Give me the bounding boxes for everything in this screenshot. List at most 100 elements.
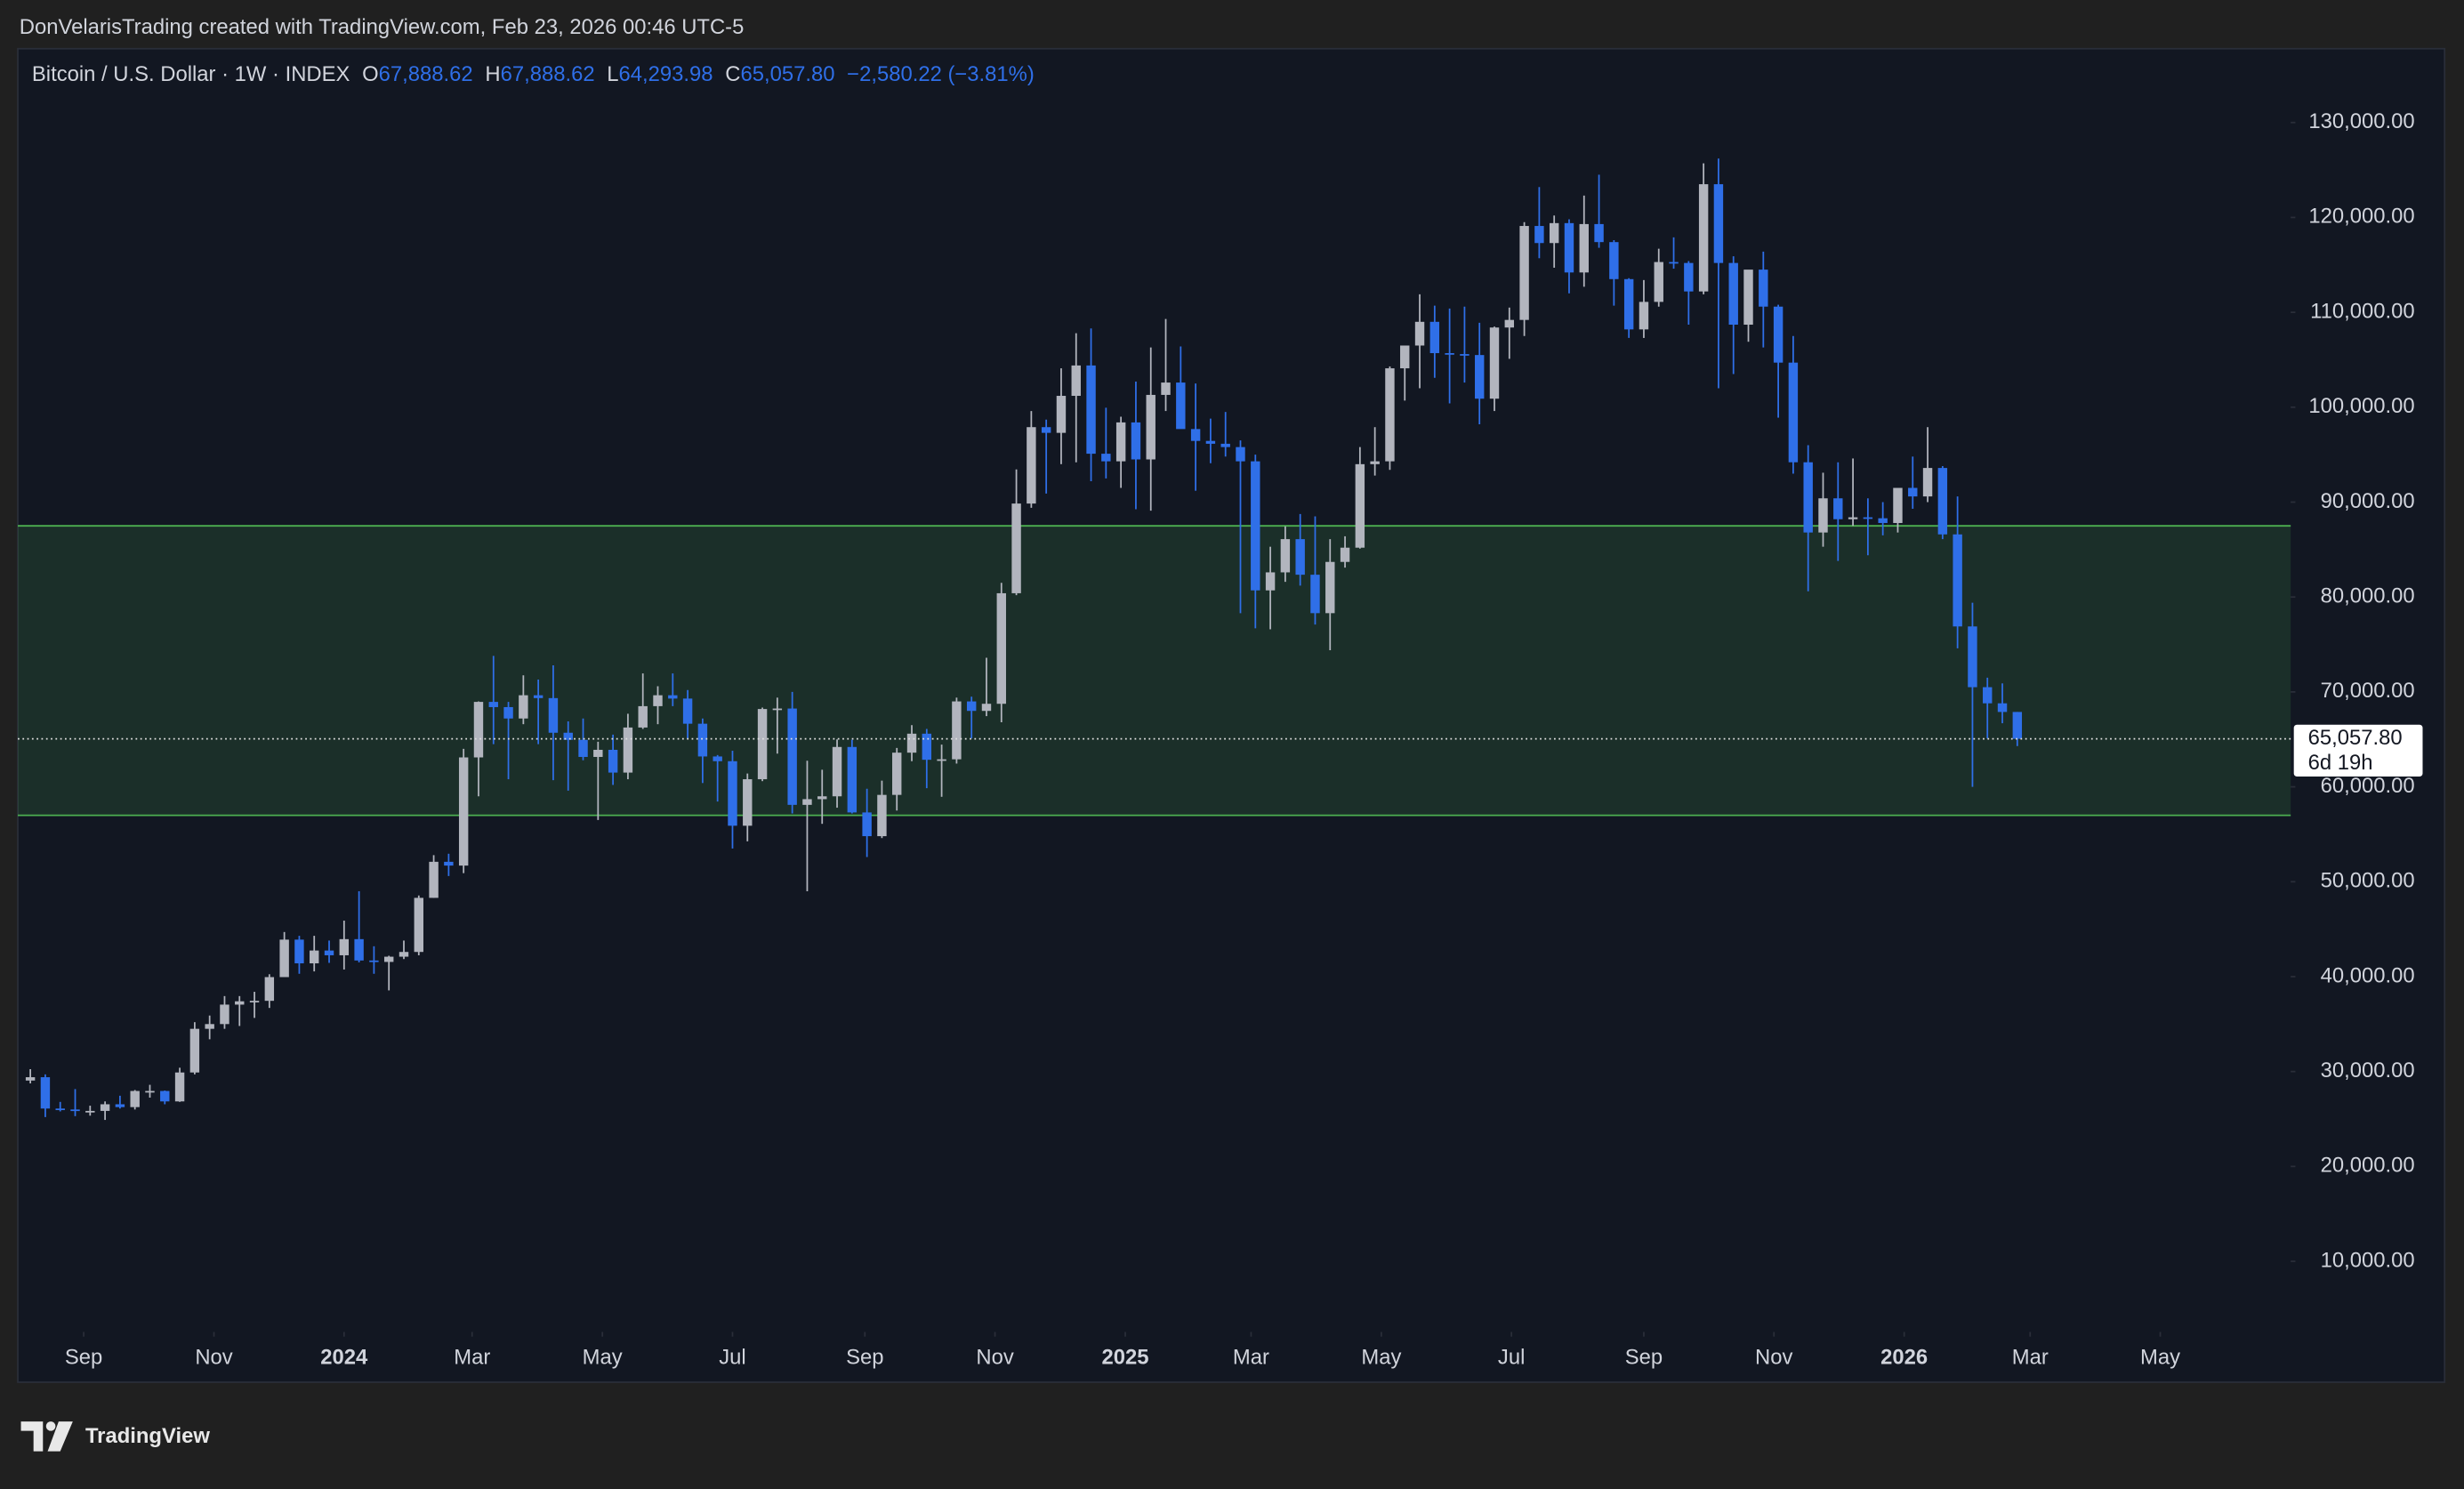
- candle-body: [55, 1108, 65, 1111]
- candle-body: [444, 861, 454, 866]
- candle-body: [563, 732, 573, 740]
- candle-body: [264, 977, 275, 1002]
- symbol: Bitcoin / U.S. Dollar · 1W · INDEX: [32, 62, 350, 86]
- y-tick-label: 70,000.00: [2321, 679, 2415, 703]
- x-tick-label: Mar: [454, 1346, 490, 1370]
- candle-body: [235, 1001, 245, 1005]
- candle-body: [174, 1072, 185, 1102]
- y-tick-label: 50,000.00: [2321, 869, 2415, 893]
- candle-body: [100, 1104, 110, 1111]
- candle-body: [220, 1004, 229, 1025]
- candle-body: [1728, 262, 1738, 325]
- candle-body: [1146, 394, 1156, 460]
- x-tick-label: Mar: [2012, 1346, 2049, 1370]
- high-letter: H: [485, 62, 500, 86]
- chart-header: Bitcoin / U.S. Dollar · 1W · INDEX O67,8…: [32, 62, 1035, 86]
- candle-body: [1101, 454, 1111, 462]
- candle-body: [115, 1104, 125, 1107]
- candle-body: [548, 697, 559, 733]
- y-tick-label: 130,000.00: [2308, 109, 2414, 133]
- open-letter: O: [362, 62, 379, 86]
- candle-body: [414, 897, 423, 953]
- candle-body: [383, 956, 394, 962]
- support-zone: [18, 526, 2291, 816]
- candle-body: [324, 950, 334, 955]
- candle-body: [1370, 461, 1380, 464]
- candle-body: [1220, 443, 1230, 447]
- candle-body: [85, 1110, 95, 1113]
- candle-body: [802, 799, 812, 805]
- candle-body: [1056, 396, 1067, 433]
- candle-body: [1489, 327, 1500, 399]
- candle-body: [1968, 626, 1977, 688]
- candle-body: [877, 794, 887, 837]
- candle-body: [1265, 572, 1276, 591]
- candle-body: [1236, 447, 1245, 462]
- candle-body: [593, 749, 603, 757]
- candle-body: [1445, 353, 1454, 355]
- candle-body: [399, 952, 409, 957]
- logo-mark: [47, 1421, 73, 1452]
- candle-body: [892, 753, 902, 795]
- candle-body: [205, 1024, 214, 1029]
- close-value: 65,057.80: [740, 62, 834, 86]
- candle-body: [608, 749, 618, 773]
- candle-body: [503, 706, 513, 719]
- candle-body: [369, 960, 379, 962]
- x-tick-label: May: [2140, 1346, 2180, 1370]
- candle-body: [1863, 517, 1873, 519]
- candle-body: [1997, 703, 2008, 712]
- y-tick-label: 10,000.00: [2321, 1248, 2415, 1272]
- chart-panel: [17, 47, 2446, 1383]
- candle-body: [1504, 319, 1515, 328]
- candle-body: [937, 759, 946, 761]
- x-tick-label: Sep: [65, 1346, 102, 1370]
- candle-body: [1698, 184, 1709, 292]
- candle-body: [787, 708, 797, 805]
- candle-body: [1280, 539, 1291, 573]
- countdown: 6d 19h: [2308, 751, 2373, 775]
- candle-body: [1684, 262, 1694, 292]
- candle-body: [638, 705, 648, 728]
- candle-body: [623, 727, 633, 773]
- candle-body: [1475, 355, 1485, 399]
- candle-body: [488, 702, 498, 707]
- candle-body: [713, 756, 722, 761]
- candle-body: [1295, 539, 1305, 575]
- candle-body: [1429, 321, 1440, 354]
- y-tick-label: 30,000.00: [2321, 1058, 2415, 1083]
- x-tick-label: Nov: [976, 1346, 1013, 1370]
- candle-body: [1131, 422, 1141, 460]
- candle-body: [1176, 382, 1186, 430]
- candle-body: [922, 733, 932, 761]
- candle-body: [1071, 365, 1081, 397]
- y-tick-label: 90,000.00: [2321, 489, 2415, 513]
- plot: 10,000.00 20,000.00 30,000.00 40,000.00 50,0…: [18, 109, 2423, 1370]
- candle-body: [1414, 321, 1425, 346]
- y-tick-label: 60,000.00: [2321, 774, 2415, 798]
- x-tick-label: 2026: [1880, 1346, 1928, 1370]
- footer-brand: TradingView: [85, 1424, 210, 1448]
- candle-body: [1340, 547, 1350, 562]
- candle-body: [1564, 222, 1574, 273]
- candle-body: [757, 709, 768, 780]
- candle-body: [1788, 362, 1799, 463]
- y-tick-label: 120,000.00: [2308, 205, 2414, 229]
- x-tick-label: Mar: [1233, 1346, 1269, 1370]
- x-tick-label: Sep: [1625, 1346, 1663, 1370]
- candle-body: [1878, 518, 1888, 523]
- logo-mark: [45, 1421, 56, 1431]
- y-tick-label: 20,000.00: [2321, 1154, 2415, 1178]
- candle-body: [1385, 368, 1395, 462]
- candle-body: [354, 938, 364, 961]
- candle-body: [1713, 184, 1724, 263]
- candle-body: [1041, 427, 1051, 433]
- candle-body: [1818, 498, 1828, 533]
- candle-body: [1027, 427, 1036, 504]
- x-tick-label: Sep: [846, 1346, 883, 1370]
- candle-body: [1922, 468, 1933, 497]
- candle-body: [70, 1109, 80, 1112]
- candle-body: [743, 779, 753, 826]
- candle-body: [25, 1077, 36, 1081]
